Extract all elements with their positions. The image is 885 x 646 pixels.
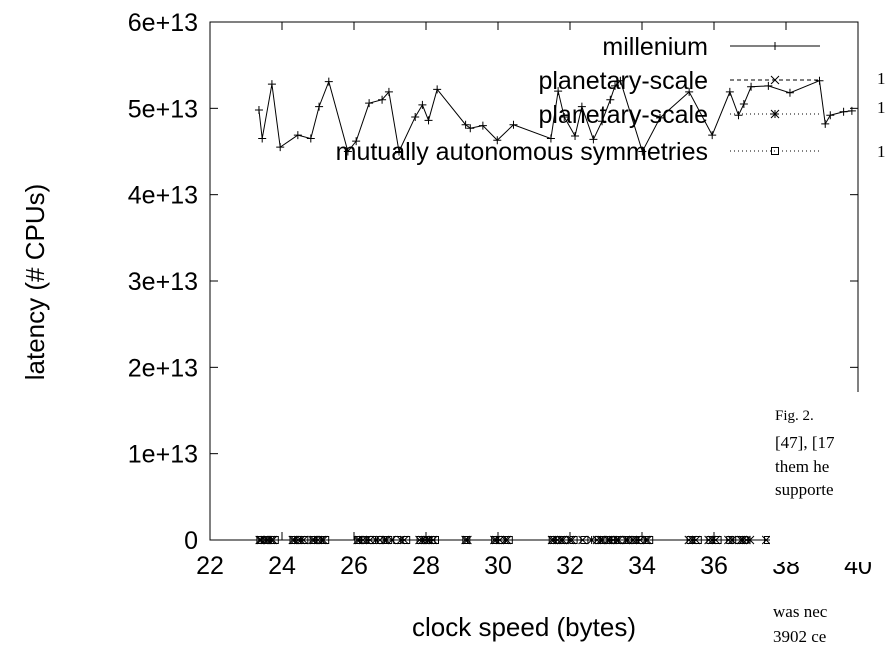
data-point	[466, 124, 475, 133]
ticks-layer: 22 24 26 28 30 32 34 36 38 4001e+132e+133e+134e+1…	[128, 9, 872, 580]
caption-line-6: 3902 ce	[773, 627, 826, 646]
data-point	[821, 119, 830, 128]
y-tick-label: 6e+13	[128, 9, 198, 37]
data-point	[611, 81, 619, 90]
data-point	[616, 76, 625, 85]
data-point	[343, 147, 352, 156]
x-tick-label: 28	[412, 552, 440, 580]
data-point	[276, 143, 285, 152]
data-point	[315, 102, 324, 111]
data-point	[493, 136, 502, 145]
y-axis-label: latency (# CPUs)	[20, 184, 50, 381]
y-tick-label: 5e+13	[128, 95, 198, 123]
data-point	[554, 87, 563, 96]
data-point	[365, 99, 374, 108]
data-point	[571, 131, 580, 140]
data-point	[656, 113, 664, 122]
edge-fragment-2: 1	[877, 98, 885, 117]
caption-line-4: supporte	[775, 480, 834, 499]
edge-fragment-3: 1	[877, 142, 885, 161]
y-tick-label: 1e+13	[128, 441, 198, 469]
caption-mask	[770, 392, 885, 562]
caption-line-2: [47], [17	[775, 433, 835, 452]
data-point	[254, 106, 263, 115]
data-point	[839, 107, 848, 116]
data-point	[815, 76, 824, 85]
data-point	[384, 87, 393, 96]
legend-label: millenium	[602, 33, 708, 61]
legend-marker	[770, 109, 780, 119]
data-point	[352, 137, 361, 146]
data-point	[708, 131, 717, 140]
data-point	[509, 120, 518, 129]
data-point	[589, 135, 598, 144]
data-point	[411, 112, 420, 121]
plot-frame	[209, 21, 859, 541]
data-point	[424, 116, 433, 125]
data-point	[685, 87, 694, 96]
data-point	[546, 134, 555, 143]
data-point	[764, 81, 773, 90]
x-tick-label: 30	[484, 552, 512, 580]
data-point	[734, 111, 743, 120]
x-tick-label: 32	[556, 552, 584, 580]
data-point	[747, 82, 756, 91]
data-point	[725, 87, 734, 96]
data-point	[638, 147, 647, 156]
series-line-0	[258, 79, 852, 154]
data-point	[739, 100, 748, 109]
data-point	[267, 80, 276, 89]
caption-line-1: Fig. 2.	[775, 408, 814, 424]
data-point	[606, 95, 615, 104]
x-axis-label: clock speed (bytes)	[412, 612, 636, 642]
series-0	[254, 76, 856, 156]
legend-marker	[771, 147, 779, 155]
data-point	[378, 95, 387, 104]
x-tick-label: 36	[700, 552, 728, 580]
legend-label: planetary-scale	[538, 101, 708, 129]
y-tick-label: 0	[184, 527, 198, 555]
data-point	[847, 106, 856, 115]
y-tick-label: 4e+13	[128, 182, 198, 210]
caption-line-3: them he	[775, 457, 829, 476]
x-tick-label: 24	[268, 552, 296, 580]
data-point	[826, 111, 835, 120]
x-tick-label: 34	[628, 552, 656, 580]
data-point	[293, 131, 302, 140]
legend-marker	[771, 42, 779, 50]
data-point	[324, 77, 333, 86]
x-tick-label: 22	[196, 552, 224, 580]
edge-fragment-1: 1	[877, 69, 885, 88]
legend: millenium planetary-scale planetary-scale m…	[336, 33, 820, 166]
legend-marker	[770, 75, 780, 85]
caption-mask-bottom	[770, 595, 885, 646]
caption-line-5: was nec	[773, 602, 828, 621]
data-point	[418, 100, 427, 109]
data-point	[433, 85, 442, 94]
data-point	[258, 134, 267, 143]
data-point	[461, 120, 470, 129]
legend-label: mutually autonomous symmetries	[336, 138, 708, 166]
data-point	[560, 112, 569, 121]
x-tick-label: 26	[340, 552, 368, 580]
data-point	[598, 117, 607, 126]
data-point	[577, 102, 586, 111]
y-tick-label: 3e+13	[128, 268, 198, 296]
data-point	[478, 121, 487, 130]
data-point	[306, 134, 315, 143]
data-point	[785, 88, 794, 97]
legend-label: planetary-scale	[538, 67, 708, 95]
data-point	[395, 147, 403, 156]
y-tick-label: 2e+13	[128, 354, 198, 382]
